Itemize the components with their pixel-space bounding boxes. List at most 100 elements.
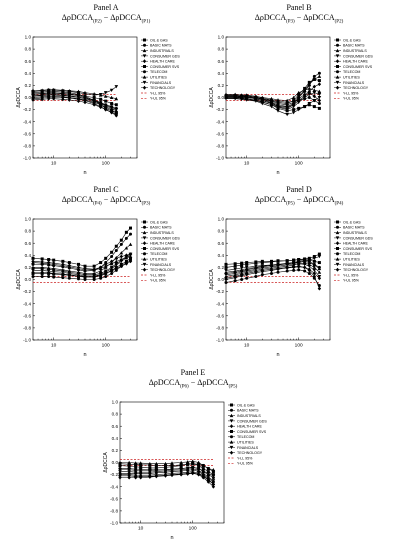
chart-plot: 1.0 0.8 0.6 0.4 0.2 0.0 -0.2 -0.4 -0.6 -0.8 -1.0 10… (16, 35, 180, 176)
data-point (307, 96, 311, 99)
data-point (51, 87, 56, 92)
data-point (312, 274, 317, 279)
data-point (292, 268, 296, 272)
data-point (296, 90, 301, 95)
legend-marker (143, 225, 146, 229)
data-point (291, 100, 296, 104)
legend-label: FINANCIALS (150, 81, 172, 85)
legend-label: TELECOM (343, 70, 360, 74)
data-point (119, 238, 123, 242)
data-point (185, 460, 190, 464)
data-point (312, 84, 317, 89)
formula-operator: − (294, 195, 304, 204)
data-point (191, 462, 195, 466)
data-point (98, 269, 103, 273)
data-point (127, 470, 131, 474)
data-point (312, 77, 317, 81)
legend-label: CONSUMER GDS (343, 54, 373, 58)
series-line-3 (33, 255, 131, 277)
data-point (77, 93, 81, 97)
data-point (127, 462, 131, 466)
data-point (224, 96, 228, 100)
legend-label: CONSUMER SVS (237, 430, 267, 434)
data-point (76, 271, 81, 276)
data-point (109, 88, 114, 93)
y-tick-label: -0.8 (110, 509, 118, 514)
legend-label: TECHNOLOGY (150, 268, 176, 272)
data-point (148, 466, 152, 470)
legend-label: TELECOM (150, 252, 167, 256)
data-point (285, 108, 289, 112)
y-tick-label: -0.2 (110, 472, 118, 477)
data-point (99, 103, 103, 107)
data-point (40, 274, 44, 278)
data-point (77, 97, 81, 101)
legend-label: UTILITIES (237, 441, 254, 445)
data-point (303, 105, 307, 109)
legend-label: HEALTH CARE (343, 242, 368, 246)
legend-label: OIL & GAS (343, 38, 361, 42)
data-point (92, 274, 96, 279)
legend-label: FINANCIALS (237, 446, 259, 450)
x-axis-label: n (170, 535, 173, 541)
y-tick-label: -1.0 (216, 156, 224, 161)
data-point (104, 99, 108, 103)
data-point (302, 265, 307, 270)
data-point (118, 470, 122, 474)
data-point (83, 94, 87, 98)
y-tick-label: 0.0 (112, 460, 119, 465)
legend-label: CONSUMER GDS (343, 236, 373, 240)
legend-marker (335, 59, 340, 64)
y-tick-label: -0.2 (216, 107, 224, 112)
legend-marker (335, 230, 340, 235)
formula-operator: − (101, 13, 111, 22)
y-tick-label: -0.4 (110, 484, 118, 489)
data-point (40, 95, 44, 99)
data-point (211, 470, 215, 474)
data-point (154, 461, 159, 466)
legend-label: BASIC MATS (150, 226, 172, 230)
y-axis-label: ΔρDCCA (209, 269, 215, 290)
data-point (133, 474, 138, 479)
data-point (206, 470, 210, 474)
data-point (110, 102, 114, 106)
y-tick-label: 1.0 (218, 217, 225, 222)
data-point (31, 92, 35, 96)
data-point (270, 271, 274, 275)
data-point (83, 100, 87, 105)
data-point (239, 268, 244, 272)
data-point (317, 92, 322, 97)
series-line-8 (33, 253, 131, 275)
data-point (312, 271, 317, 276)
y-tick-label: -0.6 (216, 131, 224, 136)
data-point (285, 102, 289, 107)
data-point (196, 460, 201, 464)
legend-marker (229, 419, 234, 423)
data-point (239, 272, 244, 277)
data-point (276, 266, 280, 271)
formula-operator: − (188, 378, 198, 387)
y-tick-label: -0.2 (216, 289, 224, 294)
y-tick-label: -1.0 (23, 156, 31, 161)
data-point (110, 255, 114, 259)
legend-label: Y-UL 95% (150, 279, 167, 283)
data-point (92, 99, 96, 103)
legend-label: Y-UL 95% (343, 279, 360, 283)
legend-marker (143, 247, 146, 250)
y-tick-label: 0.8 (25, 47, 32, 52)
panel-c: Panel C ΔρDCCA(P4) − ΔρDCCA(P3) 1.0 0.8 0.6 0… (13, 185, 199, 365)
data-point (233, 271, 237, 276)
data-point (52, 258, 56, 262)
legend-marker (142, 59, 147, 64)
y-tick-label: 0.2 (218, 83, 225, 88)
legend-label: BASIC MATS (343, 44, 365, 48)
data-point (317, 274, 322, 279)
legend-marker (229, 424, 234, 429)
y-tick-label: 0.8 (112, 412, 119, 417)
data-point (139, 463, 143, 467)
data-point (224, 273, 228, 277)
formula-b-sub: (P1) (141, 19, 151, 25)
y-tick-label: 0.6 (25, 241, 32, 246)
data-point (114, 266, 119, 271)
data-point (127, 471, 131, 475)
